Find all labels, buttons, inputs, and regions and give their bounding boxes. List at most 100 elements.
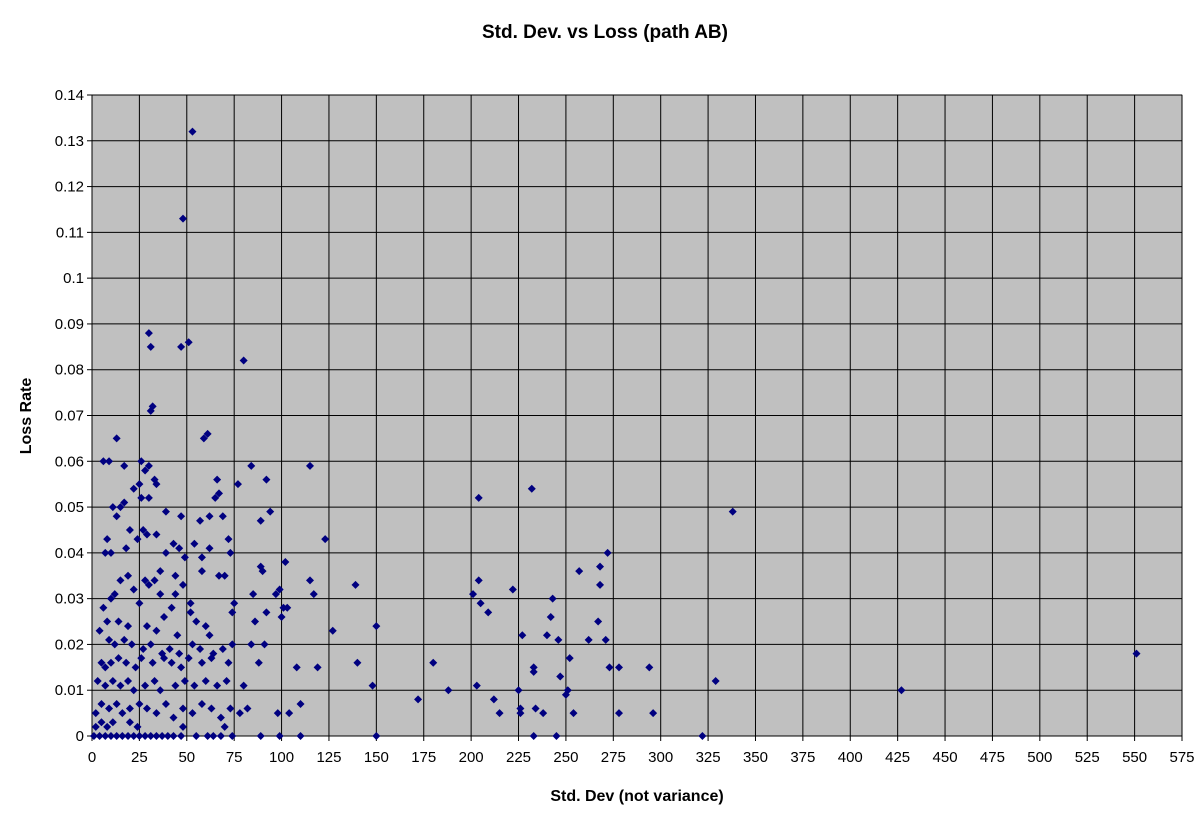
data-point (266, 507, 275, 516)
data-point (146, 406, 155, 415)
data-point (601, 635, 610, 644)
data-point (275, 732, 284, 740)
data-point (283, 603, 292, 612)
data-point (508, 585, 517, 594)
x-tick-label: 450 (933, 749, 958, 766)
data-point (124, 677, 133, 686)
data-point (120, 635, 129, 644)
x-tick-label: 250 (553, 749, 578, 766)
data-point (101, 548, 110, 557)
data-point (605, 663, 614, 672)
data-point (178, 214, 187, 223)
data-point (175, 544, 184, 553)
y-tick-label: 0.06 (55, 453, 84, 470)
data-point (101, 732, 110, 740)
chart-title: Std. Dev. vs Loss (path AB) (482, 22, 728, 43)
data-point (201, 622, 210, 631)
data-point (122, 658, 131, 667)
y-tick-label: 0.1 (63, 270, 84, 287)
data-point (228, 608, 237, 617)
data-point (114, 617, 123, 626)
data-point (141, 466, 150, 475)
data-point (472, 681, 481, 690)
y-tick-label: 0.03 (55, 591, 84, 608)
data-point (125, 525, 134, 534)
data-point (239, 356, 248, 365)
data-point (188, 640, 197, 649)
data-point (122, 544, 131, 553)
data-point (141, 732, 150, 740)
data-point (152, 480, 161, 489)
data-point (135, 699, 144, 708)
data-point (137, 493, 146, 502)
data-point (197, 553, 206, 562)
data-point (137, 457, 146, 466)
data-point (469, 590, 478, 599)
data-point (614, 709, 623, 718)
data-point (233, 480, 242, 489)
data-point (516, 704, 525, 713)
data-point (201, 677, 210, 686)
data-point (167, 603, 176, 612)
data-point (146, 732, 155, 740)
data-point (529, 732, 538, 740)
data-point (474, 576, 483, 585)
data-point (596, 562, 605, 571)
data-point (103, 617, 112, 626)
data-point (372, 622, 381, 631)
data-point (161, 548, 170, 557)
data-point (205, 631, 214, 640)
y-tick-label: 0.09 (55, 316, 84, 333)
data-point (144, 580, 153, 589)
data-point (529, 667, 538, 676)
data-point (146, 342, 155, 351)
data-point (169, 539, 178, 548)
data-point (489, 695, 498, 704)
data-point (116, 503, 125, 512)
data-point (142, 704, 151, 713)
data-point (306, 461, 314, 470)
y-tick-label: 0.02 (55, 636, 84, 653)
data-point (124, 571, 133, 580)
data-point (220, 571, 229, 580)
data-point (220, 722, 229, 731)
x-tick-label: 425 (885, 749, 910, 766)
data-point (163, 732, 172, 740)
y-tick-label: 0.05 (55, 499, 84, 516)
data-point (296, 732, 305, 740)
data-point (230, 599, 239, 608)
data-point (95, 732, 104, 740)
data-point (262, 608, 271, 617)
data-point (495, 709, 504, 718)
data-point (596, 580, 605, 589)
data-point (226, 704, 235, 713)
data-point (127, 640, 136, 649)
data-point (197, 567, 206, 576)
data-point (484, 608, 493, 617)
data-point (133, 722, 142, 731)
data-point (150, 576, 159, 585)
data-point (129, 686, 138, 695)
data-point (152, 626, 161, 635)
data-point (711, 677, 720, 686)
x-tick-label: 0 (88, 749, 96, 766)
data-point (594, 617, 603, 626)
data-point (110, 640, 119, 649)
data-point (565, 654, 574, 663)
data-points (89, 127, 1141, 740)
data-point (131, 663, 140, 672)
data-point (218, 645, 227, 654)
x-tick-label: 225 (506, 749, 531, 766)
data-point (105, 635, 114, 644)
data-point (108, 718, 117, 727)
data-point (262, 475, 271, 484)
data-point (178, 704, 187, 713)
x-tick-label: 375 (790, 749, 815, 766)
data-point (205, 512, 214, 521)
data-point (897, 686, 906, 695)
data-point (97, 658, 106, 667)
data-point (256, 732, 265, 740)
data-point (548, 594, 557, 603)
data-point (584, 635, 593, 644)
data-point (281, 558, 290, 567)
